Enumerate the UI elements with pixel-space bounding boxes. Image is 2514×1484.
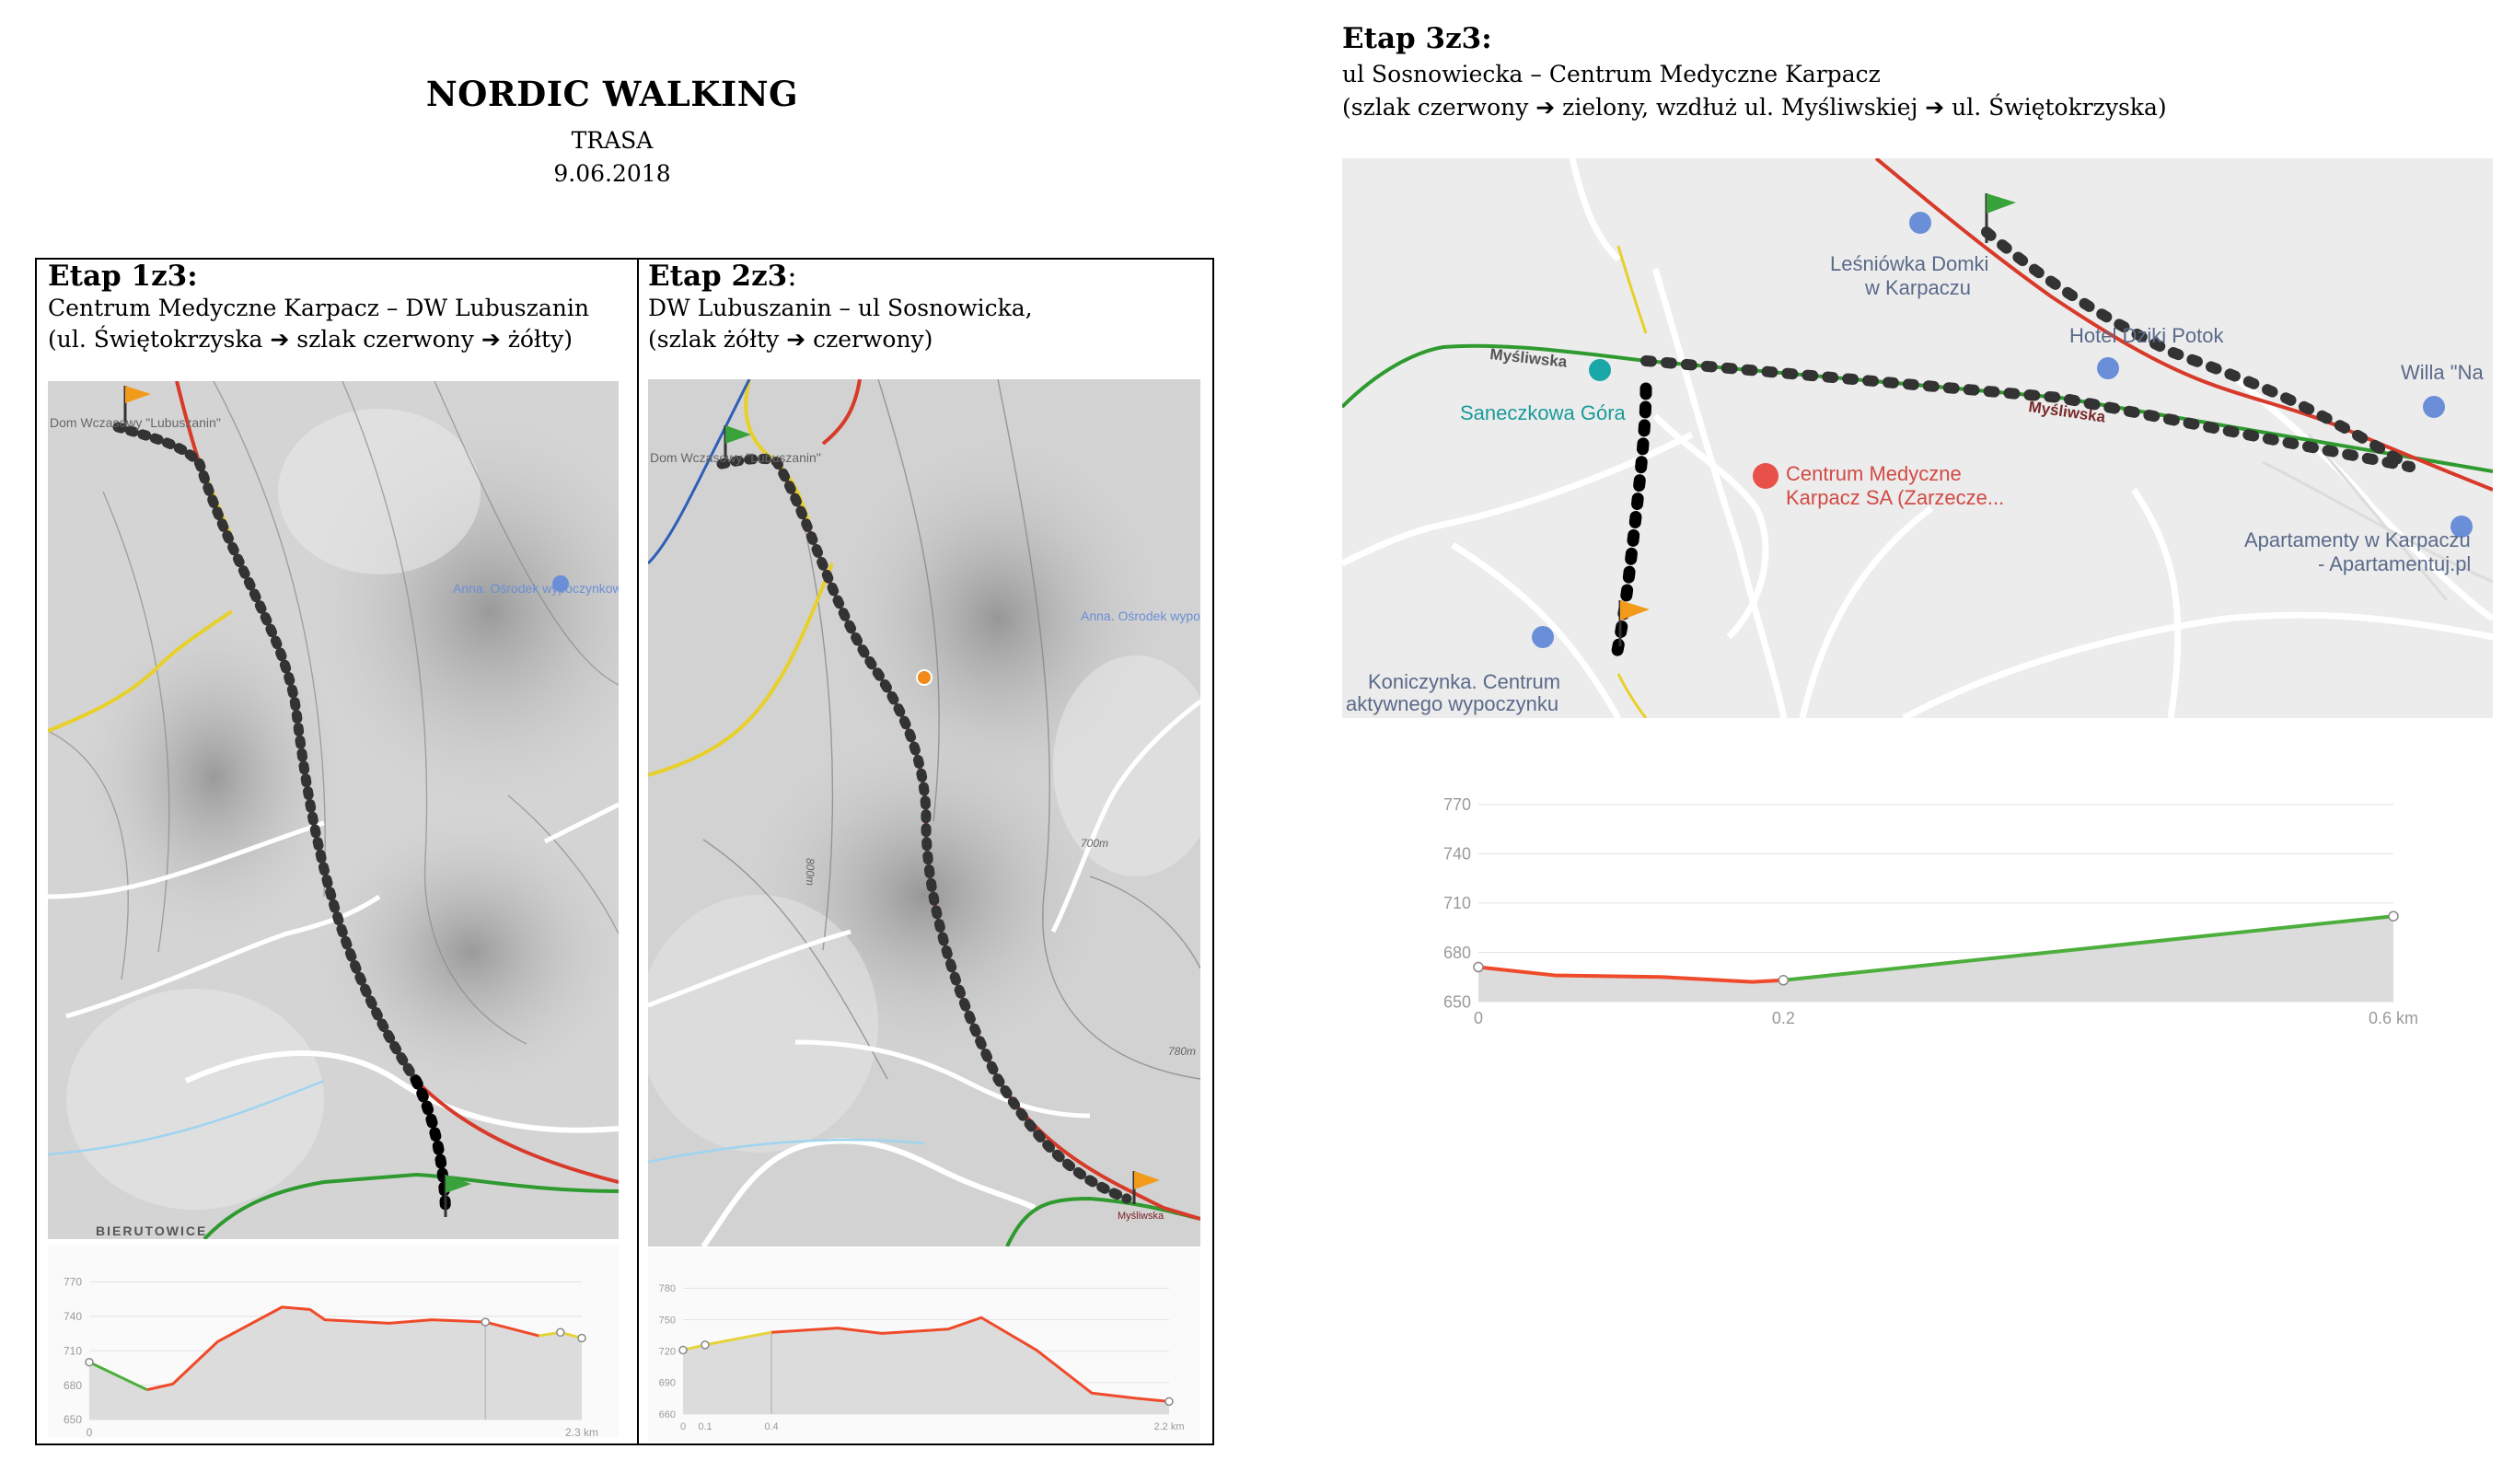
profile-marker <box>577 1333 586 1343</box>
stage1-map-label-village: BIERUTOWICE <box>96 1223 207 1238</box>
profile-marker <box>1778 975 1790 986</box>
stage2-elevation-profile: 660 690 720 750 780 0 0.1 0.4 2.2 km <box>648 1248 1200 1442</box>
stage2-title: Etap 2z3: <box>648 260 797 293</box>
document-date: 9.06.2018 <box>553 160 671 187</box>
profile-marker <box>85 1357 94 1367</box>
stage1-line2: (ul. Świętokrzyska ➔ szlak czerwony ➔ żó… <box>48 326 573 353</box>
series-line-1 <box>146 1305 539 1392</box>
stage2-line2: (szlak żółty ➔ czerwony) <box>648 326 933 353</box>
stage2-title-colon: : <box>787 260 797 293</box>
stage2-map-label-place: Dom Wczasowy "Lubuszanin" <box>650 450 821 465</box>
stage3-map-label-lesniowka-2: w Karpaczu <box>1864 276 1971 299</box>
y-tick-label: 770 <box>64 1276 82 1289</box>
profile-marker <box>678 1345 688 1355</box>
stage3-line1: ul Sosnowiecka – Centrum Medyczne Karpac… <box>1342 61 1881 87</box>
elevation-area <box>89 1306 582 1420</box>
document-title: NORDIC WALKING <box>425 74 799 114</box>
stage1-elevation-profile: 650 680 710 740 770 0 2.3 km <box>48 1245 619 1439</box>
stage2-title-text: Etap 2z3 <box>648 260 788 293</box>
y-tick-label: 690 <box>659 1378 676 1389</box>
stages-table <box>35 258 1214 1445</box>
stage3-line2: (szlak czerwony ➔ zielony, wzdłuż ul. My… <box>1342 94 2167 121</box>
profile-marker <box>481 1317 491 1327</box>
series-line-0 <box>88 1361 148 1391</box>
stage3-map-label-apart-2: - Apartamentuj.pl <box>2318 552 2471 575</box>
stage3-map-label-centrum-2: Karpacz SA (Zarzecze... <box>1786 486 2004 509</box>
profile-marker <box>701 1340 710 1350</box>
stage1-map: Dom Wczasowy "Lubuszanin" Anna. Ośrodek … <box>48 381 619 1239</box>
stage2-map-street: Myśliwska <box>1118 1211 1164 1222</box>
x-tick-label: 2.3 km <box>565 1426 598 1438</box>
stage3-map-label-willa: Willa "Na <box>2401 361 2484 384</box>
stage2-map: Dom Wczasowy "Lubuszanin" Anna. Ośrodek … <box>648 379 1200 1246</box>
x-tick-label: 0 <box>1474 1009 1483 1027</box>
profile-marker <box>555 1327 565 1338</box>
y-tick-label: 770 <box>1443 795 1471 814</box>
y-tick-label: 650 <box>1443 992 1471 1011</box>
table-divider <box>637 258 639 1445</box>
y-tick-label: 710 <box>1443 894 1471 912</box>
y-tick-label: 740 <box>64 1310 82 1323</box>
stage2-map-label-poi: Anna. Ośrodek wypoczynkowy <box>1081 609 1200 623</box>
stage1-title: Etap 1z3: <box>48 260 198 293</box>
stage1-map-label-poi: Anna. Ośrodek wypoczynkowy <box>453 581 619 596</box>
x-tick-label: 0.4 <box>764 1421 778 1432</box>
stage3-map-label-apart-1: Apartamenty w Karpaczu <box>2244 528 2471 551</box>
stage3-title: Etap 3z3: <box>1342 22 1492 55</box>
stage2-map-contour-780: 780m <box>1168 1045 1196 1058</box>
x-tick-label: 0 <box>87 1426 93 1438</box>
stage3-elevation-profile: 650 680 710 740 770 0 0.2 0.6 km <box>1399 755 2430 1049</box>
stage3-map: Leśniówka Domki w Karpaczu Hotel Dziki P… <box>1342 158 2493 718</box>
stage3-map-label-koniczynka-1: Koniczynka. Centrum <box>1368 670 1560 693</box>
document-subtitle: TRASA <box>571 127 654 154</box>
elevation-area <box>683 1317 1169 1414</box>
stage3-map-label-hotel: Hotel Dziki Potok <box>2069 324 2225 347</box>
stage3-map-label-lesniowka-1: Leśniówka Domki <box>1830 252 1988 275</box>
series-line-1 <box>770 1316 1170 1403</box>
stage1-line1: Centrum Medyczne Karpacz – DW Lubuszanin <box>48 295 589 321</box>
stage2-line1: DW Lubuszanin – ul Sosnowicka, <box>648 295 1033 321</box>
y-tick-label: 650 <box>64 1413 82 1426</box>
stage2-map-contour-800: 800m <box>804 858 817 886</box>
profile-marker <box>2388 910 2399 922</box>
y-tick-label: 680 <box>1443 944 1471 962</box>
stage3-map-label-centrum-1: Centrum Medyczne <box>1786 462 1962 485</box>
y-tick-label: 680 <box>64 1379 82 1392</box>
y-tick-label: 720 <box>659 1347 676 1358</box>
stage2-map-contour-700: 700m <box>1081 837 1108 850</box>
y-tick-label: 660 <box>659 1409 676 1420</box>
profile-marker <box>1164 1397 1174 1407</box>
series-line-1 <box>1783 914 2394 982</box>
y-tick-label: 710 <box>64 1344 82 1357</box>
stage1-map-label-place: Dom Wczasowy "Lubuszanin" <box>50 415 221 430</box>
y-tick-label: 750 <box>659 1315 676 1326</box>
y-tick-label: 780 <box>659 1283 676 1294</box>
y-tick-label: 740 <box>1443 845 1471 864</box>
series-line-0 <box>1477 965 1784 984</box>
profile-marker <box>1473 961 1484 973</box>
stage3-map-label-koniczynka-2: aktywnego wypoczynku <box>1346 692 1558 715</box>
x-tick-label: 0.2 <box>1772 1009 1795 1027</box>
x-tick-label: 0.6 km <box>2369 1009 2418 1027</box>
x-tick-label: 0 <box>680 1421 686 1432</box>
x-tick-label: 2.2 km <box>1153 1421 1184 1432</box>
x-tick-label: 0.1 <box>698 1421 712 1432</box>
stage3-map-label-saneczkowa: Saneczkowa Góra <box>1460 401 1627 424</box>
